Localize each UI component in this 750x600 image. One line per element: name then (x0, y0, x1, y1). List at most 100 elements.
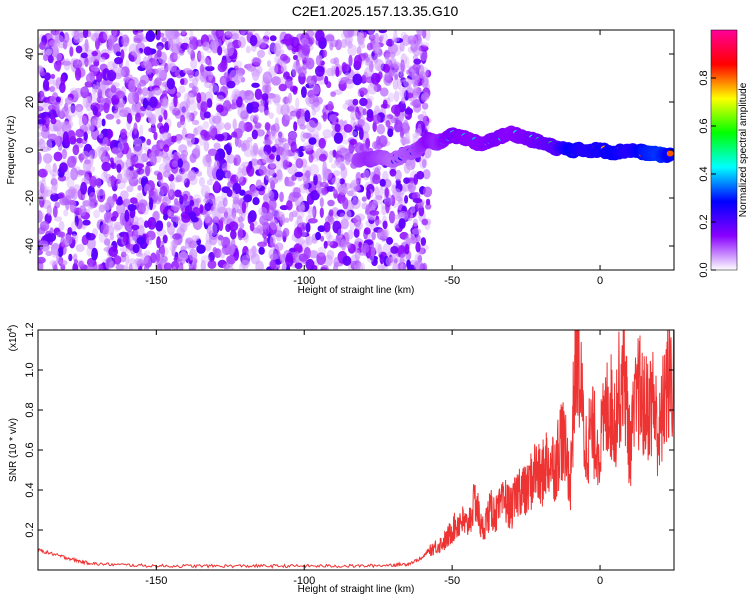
noise-speckle (150, 113, 157, 126)
noise-speckle (252, 57, 262, 66)
noise-speckle (86, 165, 96, 173)
noise-speckle (299, 124, 307, 130)
noise-speckle (52, 162, 57, 173)
noise-speckle (404, 195, 409, 204)
noise-speckle (88, 56, 93, 67)
noise-speckle (417, 114, 425, 121)
noise-speckle (146, 138, 152, 146)
noise-speckle (124, 169, 134, 180)
noise-speckle (321, 187, 328, 196)
noise-speckle (401, 183, 411, 192)
noise-speckle (373, 83, 382, 92)
noise-speckle (222, 197, 228, 207)
noise-speckle (155, 249, 160, 263)
noise-speckle (348, 104, 357, 113)
noise-speckle (169, 231, 176, 240)
noise-speckle (293, 151, 300, 161)
figure-title: C2E1.2025.157.13.35.G10 (292, 3, 459, 19)
noise-speckle (335, 156, 345, 169)
noise-speckle (358, 127, 364, 140)
noise-speckle (283, 33, 293, 46)
noise-speckle (146, 236, 153, 246)
noise-speckle (252, 142, 259, 156)
noise-speckle (394, 37, 404, 44)
x-tick-label: 0 (597, 275, 603, 287)
noise-speckle (135, 112, 141, 123)
noise-speckle (75, 45, 83, 54)
noise-speckle (127, 203, 137, 212)
noise-speckle (205, 65, 215, 72)
noise-speckle (133, 37, 142, 44)
noise-speckle (285, 180, 296, 187)
noise-speckle (166, 63, 173, 72)
noise-speckle (215, 115, 221, 125)
noise-speckle (54, 35, 64, 44)
noise-speckle (333, 57, 340, 66)
noise-speckle (120, 190, 129, 200)
noise-speckle (399, 263, 408, 270)
noise-speckle (63, 102, 69, 112)
noise-speckle (144, 183, 151, 194)
noise-speckle (156, 236, 161, 249)
noise-speckle (196, 92, 202, 104)
noise-speckle (188, 240, 198, 249)
noise-speckle (53, 151, 63, 162)
noise-speckle (250, 253, 261, 265)
noise-speckle (163, 109, 168, 121)
noise-speckle (388, 210, 396, 224)
noise-speckle (357, 30, 367, 33)
noise-speckle (379, 178, 386, 187)
noise-speckle (238, 164, 247, 173)
noise-speckle (105, 113, 115, 120)
noise-speckle (320, 148, 326, 154)
noise-speckle (415, 234, 421, 242)
noise-speckle (55, 52, 63, 61)
noise-speckle (46, 232, 57, 242)
noise-speckle (180, 78, 185, 85)
noise-speckle (44, 115, 50, 128)
noise-speckle (412, 74, 417, 87)
noise-speckle (60, 236, 66, 247)
noise-speckle (226, 42, 235, 55)
noise-speckle (92, 106, 99, 116)
noise-speckle (354, 221, 364, 231)
noise-speckle (385, 201, 390, 214)
noise-speckle (300, 86, 307, 98)
noise-speckle (148, 189, 155, 197)
noise-speckle (62, 39, 68, 50)
noise-speckle (376, 165, 382, 172)
noise-speckle (120, 177, 127, 184)
noise-speckle (412, 198, 423, 204)
noise-speckle (75, 128, 85, 138)
noise-speckle (280, 61, 287, 73)
noise-speckle (186, 92, 194, 99)
noise-speckle (211, 232, 217, 238)
noise-speckle (401, 97, 406, 104)
noise-speckle (125, 158, 132, 169)
noise-speckle (221, 162, 231, 171)
noise-speckle (98, 56, 106, 63)
noise-speckle (280, 103, 290, 117)
noise-speckle (383, 255, 390, 267)
noise-speckle (38, 151, 42, 164)
noise-speckle (243, 148, 253, 158)
noise-speckle (103, 202, 110, 210)
noise-speckle (188, 211, 197, 220)
noise-speckle (42, 102, 53, 113)
noise-speckle (98, 132, 104, 139)
noise-speckle (51, 45, 59, 58)
noise-speckle (163, 144, 170, 153)
noise-speckle (275, 49, 281, 57)
noise-speckle (172, 266, 177, 270)
noise-speckle (369, 210, 380, 216)
noise-speckle (240, 105, 246, 112)
noise-speckle (56, 53, 64, 62)
noise-speckle (405, 56, 410, 69)
noise-speckle (173, 94, 178, 108)
noise-speckle (38, 131, 42, 138)
noise-speckle (314, 65, 325, 77)
noise-speckle (74, 67, 82, 81)
noise-speckle (353, 54, 363, 67)
noise-speckle (268, 176, 279, 185)
noise-speckle (199, 71, 206, 83)
